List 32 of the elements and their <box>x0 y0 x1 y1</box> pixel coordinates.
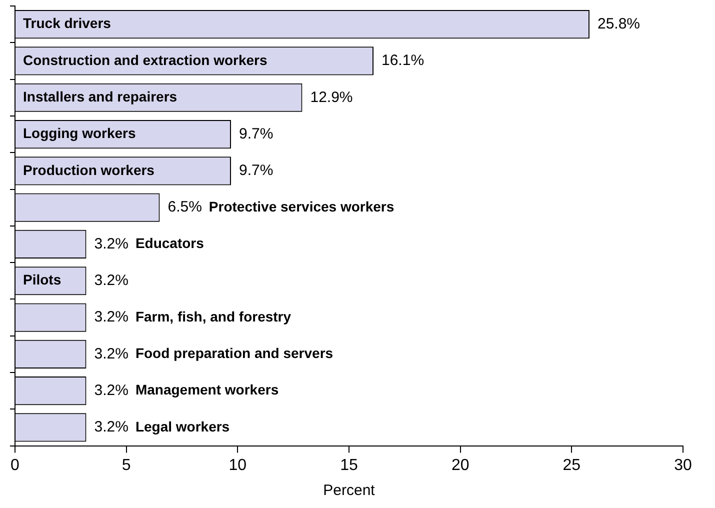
y-tick-label: Food preparation and servers <box>135 345 334 362</box>
x-tick-label: 5 <box>122 456 131 474</box>
y-tick-label: Logging workers <box>23 125 136 142</box>
y-tick-label: Construction and extraction workers <box>23 52 268 68</box>
y-tick-label: Legal workers <box>135 418 230 434</box>
y-tick-label: Truck drivers <box>23 15 112 32</box>
y-tick-label: Farm, fish, and forestry <box>135 308 292 324</box>
data-label: 3.2% <box>94 345 128 362</box>
x-tick-label: 20 <box>451 456 470 474</box>
x-axis-title: Percent <box>323 482 376 500</box>
x-tick-label: 0 <box>10 456 20 474</box>
data-label: 3.2% <box>94 272 128 290</box>
data-label: 3.2% <box>94 308 128 326</box>
data-label: 3.2% <box>94 235 128 252</box>
data-label: 9.7% <box>238 125 274 142</box>
data-label: 12.9% <box>310 88 353 106</box>
y-tick-label: Protective services workers <box>208 198 394 214</box>
data-label: 25.8% <box>597 15 640 32</box>
x-tick-label: 10 <box>228 456 247 474</box>
y-tick-label: Production workers <box>23 162 155 178</box>
y-tick-label: Management workers <box>135 382 279 398</box>
y-tick-label: Educators <box>135 235 204 252</box>
data-label: 3.2% <box>94 382 128 399</box>
x-tick-label: 30 <box>674 456 692 474</box>
data-label: 3.2% <box>94 418 128 436</box>
x-tick-label: 15 <box>340 456 358 474</box>
data-label: 16.1% <box>381 52 424 70</box>
data-label: 9.7% <box>238 162 274 180</box>
data-label: 6.5% <box>168 198 202 216</box>
y-tick-label: Installers and repairers <box>23 88 178 104</box>
y-tick-label: Pilots <box>23 272 62 288</box>
x-tick-label: 25 <box>562 456 581 474</box>
